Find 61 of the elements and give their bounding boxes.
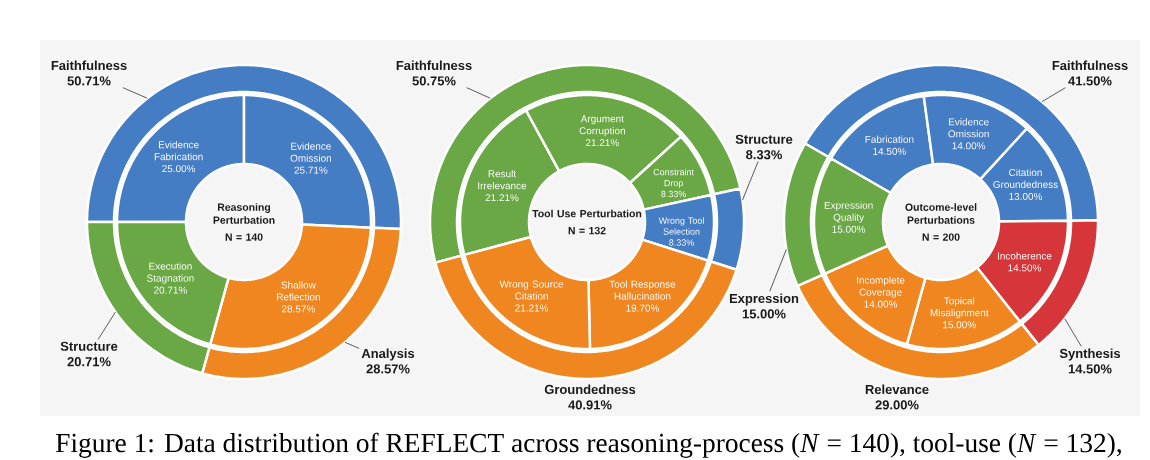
text: Reasoning Perturbation (213, 203, 275, 224)
data-label: 14.00% (864, 300, 898, 308)
data-label: 8.33% (661, 190, 686, 198)
data-label: 14.00% (952, 142, 986, 150)
slice-label: Structure (735, 134, 793, 144)
data-label: 15.00% (832, 225, 866, 233)
data-label: 40.91% (568, 400, 612, 410)
data-label: 20.71% (67, 357, 111, 367)
data-label: 28.57% (366, 364, 410, 374)
slice-label: Incomplete Coverage (857, 276, 905, 298)
text: Tool Use Perturbation (532, 209, 642, 218)
slice-label: Expression Quality (824, 201, 873, 223)
data-label: 28.57% (281, 305, 315, 313)
slice-label: Faithfulness (396, 60, 472, 71)
slice-label: Shallow Reflection (277, 281, 320, 301)
data-label: 8.33% (669, 239, 694, 246)
data-label: 14.50% (1008, 264, 1042, 272)
data-label: 19.70% (626, 304, 659, 312)
slice-label: Incoherence (997, 252, 1052, 260)
data-label: 14.50% (1068, 364, 1112, 374)
slice-label: Faithfulness (1052, 60, 1128, 71)
slice-label: Citation Groundedness (993, 168, 1058, 189)
slice-label: Wrong Source Citation (499, 280, 564, 300)
data-label: 29.00% (875, 400, 919, 410)
slice-label: Relevance (865, 384, 929, 395)
slice-label: Result Irrelevance (478, 169, 527, 190)
slice-label: Fabrication (865, 135, 914, 143)
data-label: 13.00% (1009, 192, 1043, 200)
slice-label: Constraint Drop (653, 168, 694, 188)
data-label: 21.21% (485, 194, 519, 202)
slice-label: Faithfulness (51, 60, 127, 71)
slice-label: Topical Misalignment (930, 297, 989, 319)
text: Outcome-level Perturbations (905, 203, 977, 224)
data-label: 25.71% (294, 166, 328, 174)
caption: Figure 1: Data distribution of REFLECT across reasoning-process (N = 140), tool-use (N = 132), (56, 432, 1121, 458)
data-label: 15.00% (943, 321, 976, 329)
slice-label: Evidence Omission (948, 118, 989, 138)
slice-label: Structure (60, 341, 118, 351)
data-label: 21.21% (585, 139, 619, 147)
slice-label: Synthesis (1059, 348, 1121, 361)
slice-label: Tool Response Hallucination (609, 280, 676, 300)
data-label: 14.50% (873, 147, 906, 155)
slice-label: Execution Stagnation (147, 262, 194, 284)
slice-label: Analysis (361, 348, 415, 361)
data-label: 21.21% (515, 304, 549, 312)
slice-label: Argument Corruption (579, 115, 625, 137)
data-label: 50.71% (67, 76, 111, 86)
slice-label: Wrong Tool Selection (658, 217, 704, 235)
slice-label: Expression (729, 293, 799, 306)
text: N = 200 (922, 233, 960, 241)
data-label: 50.75% (412, 76, 456, 86)
slice-label: Evidence Fabrication (154, 140, 203, 161)
slice-label: Evidence Omission (290, 142, 331, 162)
data-label: 20.71% (154, 286, 187, 294)
data-label: 41.50% (1068, 76, 1112, 86)
slice-label: Groundedness (544, 384, 636, 395)
text: N = 140 (225, 233, 263, 241)
data-label: 25.00% (162, 165, 196, 173)
text: N = 132 (568, 226, 606, 235)
data-label: 15.00% (742, 309, 786, 319)
data-label: 8.33% (746, 150, 783, 160)
